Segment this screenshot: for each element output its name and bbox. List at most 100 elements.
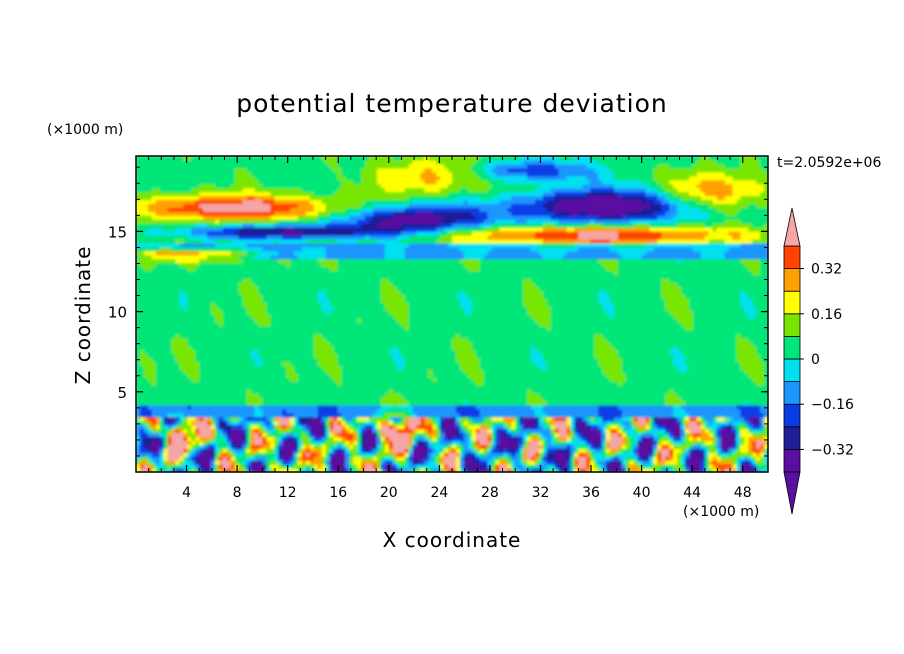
- contour-cell: [408, 349, 414, 355]
- contour-cell: [155, 389, 161, 394]
- contour-cell: [420, 412, 425, 418]
- contour-cell: [452, 460, 457, 465]
- contour-cell: [369, 381, 374, 386]
- contour-cell: [380, 369, 386, 374]
- contour-cell: [519, 400, 524, 406]
- contour-cell: [681, 464, 686, 469]
- contour-cell: [317, 444, 323, 449]
- contour-cell: [700, 385, 706, 390]
- contour-cell: [199, 404, 204, 410]
- contour-cell: [155, 452, 161, 457]
- contour-cell: [685, 357, 690, 362]
- contour-cell: [357, 385, 362, 390]
- contour-cell: [388, 381, 394, 386]
- contour-cell: [487, 436, 493, 441]
- contour-cell: [606, 385, 611, 390]
- contour-cell: [195, 345, 200, 351]
- contour-cell: [242, 460, 248, 465]
- contour-cell: [700, 369, 706, 374]
- contour-cell: [404, 436, 410, 441]
- contour-cell: [459, 361, 465, 366]
- contour-cell: [550, 420, 556, 426]
- contour-cell: [384, 452, 390, 457]
- contour-cell: [136, 448, 141, 453]
- contour-cell: [467, 357, 473, 362]
- contour-cell: [732, 432, 737, 438]
- contour-cell: [752, 444, 757, 449]
- contour-cell: [258, 460, 263, 465]
- contour-cell: [708, 464, 714, 469]
- contour-cell: [392, 377, 398, 382]
- contour-cell: [215, 400, 220, 406]
- contour-cell: [499, 460, 504, 465]
- contour-cell: [400, 412, 406, 418]
- contour-cell: [222, 361, 228, 366]
- contour-cell: [373, 385, 378, 390]
- contour-cell: [503, 404, 508, 410]
- contour-cell: [262, 357, 267, 362]
- contour-cell: [428, 396, 433, 402]
- contour-cell: [689, 452, 694, 457]
- contour-cell: [586, 452, 591, 457]
- contour-cell: [191, 361, 196, 366]
- contour-cell: [270, 440, 275, 445]
- contour-cell: [689, 412, 694, 418]
- contour-cell: [487, 440, 493, 445]
- contour-cell: [218, 349, 224, 355]
- contour-cell: [313, 393, 319, 398]
- contour-cell: [527, 464, 532, 469]
- contour-cell: [139, 448, 145, 453]
- contour-cell: [250, 373, 256, 378]
- contour-cell: [444, 357, 449, 362]
- contour-cell: [495, 420, 500, 426]
- contour-cell: [191, 385, 196, 390]
- contour-cell: [155, 385, 161, 390]
- contour-cell: [317, 420, 323, 426]
- contour-cell: [483, 444, 489, 449]
- contour-cell: [349, 464, 354, 469]
- contour-cell: [610, 373, 615, 378]
- contour-cell: [475, 408, 481, 414]
- contour-cell: [179, 408, 184, 414]
- contour-cell: [294, 389, 299, 394]
- contour-cell: [408, 464, 414, 469]
- contour-cell: [570, 428, 576, 434]
- contour-cell: [534, 416, 540, 422]
- contour-cell: [673, 432, 678, 438]
- contour-cell: [712, 404, 718, 410]
- contour-cell: [337, 440, 342, 445]
- contour-cell: [313, 460, 319, 465]
- contour-cell: [617, 349, 623, 355]
- contour-cell: [519, 396, 524, 402]
- contour-cell: [349, 412, 354, 418]
- contour-cell: [760, 428, 765, 434]
- contour-cell: [301, 460, 307, 465]
- contour-cell: [696, 444, 702, 449]
- contour-cell: [752, 460, 757, 465]
- contour-cell: [720, 369, 726, 374]
- contour-cell: [163, 373, 169, 378]
- contour-cell: [463, 408, 469, 414]
- contour-cell: [211, 452, 216, 457]
- contour-cell: [696, 377, 702, 382]
- contour-cell: [163, 357, 169, 362]
- contour-cell: [250, 412, 256, 418]
- contour-cell: [191, 353, 196, 359]
- contour-cell: [159, 436, 165, 441]
- contour-cell: [309, 381, 315, 386]
- contour-cell: [665, 432, 670, 438]
- contour-cell: [282, 396, 287, 402]
- contour-cell: [254, 381, 260, 386]
- contour-cell: [452, 412, 457, 418]
- contour-cell: [195, 440, 200, 445]
- contour-cell: [278, 444, 283, 449]
- contour-cell: [467, 420, 473, 426]
- contour-cell: [452, 424, 457, 430]
- contour-cell: [570, 456, 576, 461]
- contour-cell: [290, 400, 295, 406]
- contour-cell: [582, 444, 587, 449]
- contour-cell: [353, 385, 358, 390]
- contour-cell: [641, 420, 647, 426]
- contour-cell: [171, 396, 177, 402]
- contour-cell: [317, 385, 323, 390]
